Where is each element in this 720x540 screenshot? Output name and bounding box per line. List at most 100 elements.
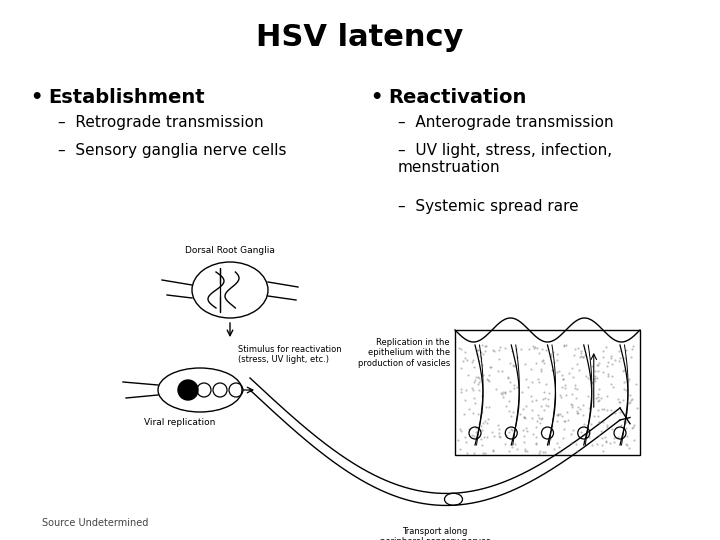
Point	[468, 448, 480, 457]
Point	[469, 399, 481, 408]
Point	[477, 407, 488, 416]
Point	[481, 418, 492, 427]
Point	[533, 449, 544, 457]
Point	[539, 387, 550, 396]
Point	[602, 370, 613, 379]
Point	[624, 391, 636, 400]
Bar	[455, 330, 640, 455]
Point	[582, 404, 594, 413]
Point	[582, 392, 593, 401]
Point	[575, 405, 586, 414]
Point	[585, 420, 596, 429]
Point	[502, 372, 513, 381]
Point	[484, 362, 495, 371]
Point	[511, 383, 523, 391]
Point	[462, 355, 473, 364]
Point	[540, 394, 552, 402]
Point	[616, 420, 627, 429]
Point	[472, 380, 484, 388]
Point	[554, 443, 565, 451]
Point	[613, 346, 624, 355]
Point	[572, 385, 583, 394]
Point	[570, 440, 582, 449]
Text: –  Sensory ganglia nerve cells: – Sensory ganglia nerve cells	[58, 143, 287, 158]
Point	[531, 396, 542, 404]
Point	[508, 384, 520, 393]
Point	[483, 403, 495, 411]
Point	[503, 396, 515, 405]
Point	[562, 416, 574, 425]
Point	[494, 433, 505, 441]
Text: 2: 2	[15, 522, 21, 531]
Point	[601, 362, 613, 371]
Point	[579, 350, 590, 359]
Point	[542, 402, 554, 410]
Point	[631, 404, 642, 413]
Point	[561, 408, 572, 416]
Point	[526, 396, 537, 405]
Point	[541, 380, 552, 389]
Point	[538, 406, 549, 415]
Point	[453, 436, 464, 445]
Text: Establishment: Establishment	[48, 88, 204, 107]
Point	[461, 448, 472, 457]
Point	[508, 361, 519, 370]
Point	[518, 431, 530, 440]
Point	[614, 408, 626, 416]
Point	[621, 431, 632, 440]
Point	[487, 447, 498, 455]
Point	[467, 431, 478, 440]
Point	[588, 375, 600, 383]
Point	[605, 352, 616, 360]
Point	[615, 353, 626, 362]
Point	[504, 377, 516, 386]
Point	[540, 346, 552, 355]
Point	[467, 356, 479, 364]
Point	[483, 377, 495, 386]
Point	[534, 413, 545, 422]
Point	[536, 415, 547, 423]
Point	[554, 390, 566, 399]
Point	[492, 367, 504, 375]
Point	[601, 423, 613, 431]
Point	[557, 374, 569, 383]
Point	[570, 345, 581, 354]
Point	[623, 444, 634, 453]
Point	[531, 433, 542, 441]
Point	[519, 444, 531, 453]
Point	[584, 374, 595, 383]
Point	[574, 353, 585, 362]
Point	[601, 421, 613, 429]
Point	[493, 346, 505, 355]
Point	[571, 447, 582, 456]
Point	[476, 341, 487, 349]
Point	[626, 345, 638, 353]
Point	[469, 363, 480, 372]
Point	[531, 358, 542, 367]
Point	[479, 449, 490, 457]
Point	[487, 345, 499, 354]
Point	[582, 373, 594, 382]
Point	[600, 436, 612, 445]
Point	[525, 364, 536, 373]
Point	[567, 426, 579, 434]
Point	[598, 347, 609, 356]
Point	[470, 373, 482, 382]
Point	[571, 409, 582, 417]
Point	[477, 448, 489, 457]
Point	[607, 425, 618, 434]
Point	[556, 371, 567, 380]
Point	[617, 396, 629, 404]
Point	[597, 447, 608, 456]
Point	[536, 345, 548, 354]
Point	[625, 353, 636, 361]
Text: –  Retrograde transmission: – Retrograde transmission	[58, 115, 264, 130]
Point	[463, 424, 474, 433]
Point	[517, 387, 528, 396]
Point	[518, 413, 530, 422]
Point	[552, 411, 564, 420]
Point	[592, 406, 603, 415]
Point	[527, 429, 539, 438]
Point	[596, 434, 608, 442]
Point	[472, 373, 484, 381]
